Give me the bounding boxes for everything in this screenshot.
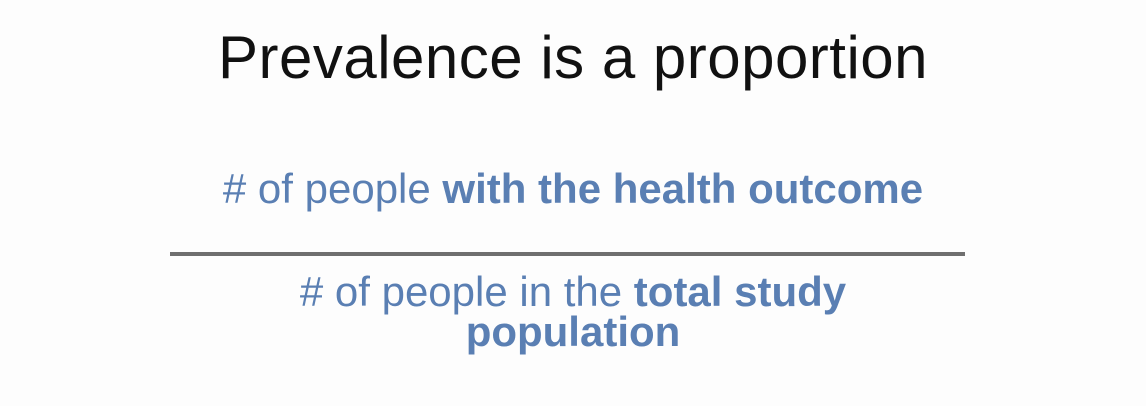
fraction-bar bbox=[170, 252, 965, 256]
denominator-emphasis-text: total study population bbox=[465, 268, 847, 355]
numerator-emphasis-text: with the health outcome bbox=[442, 165, 924, 212]
denominator-plain-text: # of people in the bbox=[299, 268, 634, 315]
fraction-numerator: # of people with the health outcome bbox=[0, 160, 1146, 218]
numerator-plain-text: # of people bbox=[222, 165, 443, 212]
fraction-denominator: # of people in the total study populatio… bbox=[240, 271, 906, 353]
slide-title: Prevalence is a proportion bbox=[217, 24, 929, 91]
